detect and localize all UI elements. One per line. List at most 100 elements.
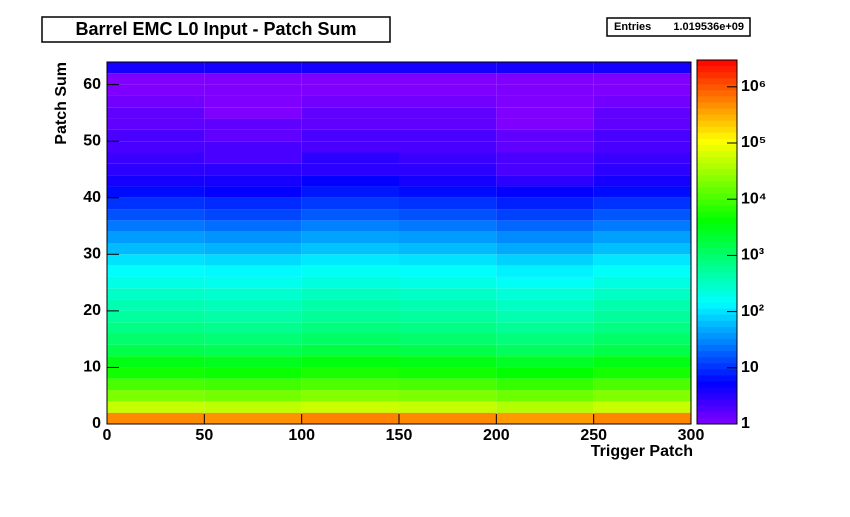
heatmap-cell (496, 412, 594, 424)
heatmap-cell (399, 322, 497, 334)
heatmap-cell (107, 118, 205, 130)
colorbar-step (697, 266, 737, 273)
colorbar-step (697, 260, 737, 267)
heatmap-cell (593, 186, 691, 198)
heatmap-cell (301, 288, 399, 300)
heatmap-cell (399, 220, 497, 232)
heatmap-cell (301, 356, 399, 368)
x-tick-label: 150 (386, 427, 413, 444)
heatmap-cell (301, 197, 399, 210)
heatmap-cell (496, 390, 594, 402)
x-tick-label: 200 (483, 427, 510, 444)
colorbar-step (697, 66, 737, 73)
z-tick-label: 10⁶ (741, 78, 766, 95)
heatmap-cell (399, 107, 497, 119)
heatmap-cell (107, 62, 205, 74)
y-tick-label: 0 (92, 415, 101, 432)
heatmap-cell (204, 152, 302, 164)
colorbar-step (697, 296, 737, 304)
z-tick-label: 10² (741, 303, 764, 320)
heatmap-cell (301, 163, 399, 176)
heatmap-cell (496, 197, 594, 210)
heatmap-cell (204, 163, 302, 176)
heatmap-cell (399, 152, 497, 164)
colorbar-step (697, 193, 737, 201)
heatmap-cell (496, 163, 594, 176)
heatmap-cell (496, 118, 594, 130)
x-tick-label: 100 (288, 427, 315, 444)
heatmap-cell (204, 412, 302, 424)
y-tick-label: 30 (83, 246, 101, 263)
heatmap-cell (399, 73, 497, 85)
colorbar-step (697, 126, 737, 134)
x-tick-label: 300 (678, 427, 705, 444)
stats-label: Entries (614, 21, 651, 33)
colorbar-step (697, 181, 737, 188)
heatmap-cell (204, 84, 302, 96)
heatmap-cell (107, 197, 205, 210)
colorbar-step (697, 320, 737, 328)
heatmap-cell (496, 175, 594, 187)
colorbar-step (697, 357, 737, 364)
colorbar-step (697, 333, 737, 340)
chart-title: Barrel EMC L0 Input - Patch Sum (75, 19, 356, 39)
heatmap-cell (496, 299, 594, 311)
heatmap-cell (593, 118, 691, 130)
heatmap-cell (301, 73, 399, 85)
heatmap-cell (301, 390, 399, 402)
y-tick-label: 60 (83, 76, 101, 93)
heatmap-cell (107, 254, 205, 266)
heatmap-cell (593, 254, 691, 266)
stats-box (606, 17, 751, 37)
heatmap-cell (204, 333, 302, 345)
colorbar-step (697, 290, 737, 298)
heatmap-cell (496, 322, 594, 334)
colorbar-step (697, 60, 737, 67)
heatmap-cell (496, 129, 594, 142)
heatmap-cell (204, 390, 302, 402)
heatmap-cell (204, 73, 302, 85)
y-tick-label: 40 (83, 189, 101, 206)
colorbar-step (697, 235, 737, 243)
colorbar-step (697, 211, 737, 219)
heatmap-cell (593, 378, 691, 391)
heatmap-cell (107, 299, 205, 311)
colorbar-step (697, 72, 737, 79)
colorbar-step (697, 223, 737, 231)
heatmap-cell (593, 231, 691, 243)
heatmap-cell (593, 310, 691, 323)
heatmap-cell (399, 378, 497, 391)
heatmap-cell (496, 378, 594, 391)
heatmap-cell (496, 152, 594, 164)
heatmap-cell (593, 390, 691, 402)
colorbar-step (697, 120, 737, 128)
x-tick-label: 50 (195, 427, 213, 444)
heatmap-cell (399, 141, 497, 153)
heatmap-cell (301, 107, 399, 119)
heatmap-cell (496, 73, 594, 85)
heatmap-cell (204, 401, 302, 413)
heatmap-cell (593, 175, 691, 187)
heatmap-cell (107, 231, 205, 243)
colorbar-step (697, 411, 737, 419)
heatmap-cell (204, 344, 302, 357)
heatmap-cell (593, 62, 691, 74)
heatmap-cell (496, 401, 594, 413)
colorbar-step (697, 102, 737, 110)
colorbar-step (697, 369, 737, 376)
colorbar-step (697, 108, 737, 116)
heatmap-cell (399, 118, 497, 130)
colorbar-step (697, 254, 737, 261)
colorbar-step (697, 345, 737, 352)
heatmap-cell (107, 95, 205, 108)
colorbar-step (697, 363, 737, 370)
colorbar-step (697, 302, 737, 310)
z-tick-label: 10⁵ (741, 134, 766, 151)
heatmap-cell (301, 367, 399, 379)
heatmap-cell (496, 276, 594, 289)
colorbar-step (697, 132, 737, 140)
heatmap-cell (107, 288, 205, 300)
heatmap-cell (496, 62, 594, 74)
colorbar-step (697, 187, 737, 194)
colorbar-step (697, 229, 737, 237)
